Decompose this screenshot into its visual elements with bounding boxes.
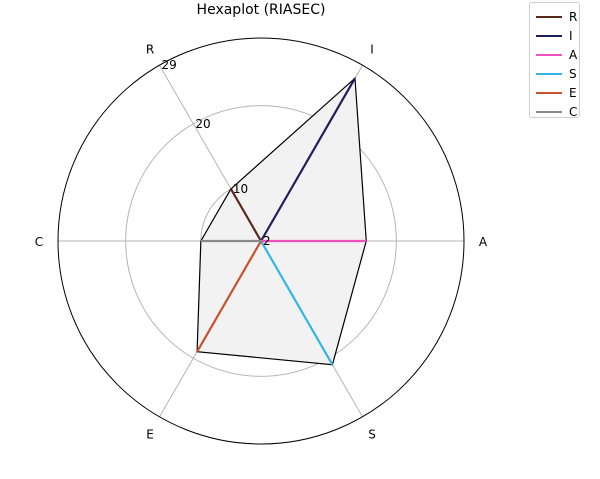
series-line-i — [260, 77, 356, 242]
legend-item-r: R — [536, 7, 579, 26]
radial-tick-label: 10 — [233, 182, 248, 196]
legend-label: S — [569, 66, 577, 81]
axis-label-s: S — [368, 427, 376, 441]
radial-tick-label: 29 — [162, 58, 177, 72]
series-line-e — [196, 240, 262, 353]
legend-item-e: E — [536, 83, 579, 102]
legend-item-i: I — [536, 26, 579, 45]
series-line-s — [260, 240, 334, 366]
legend-label: R — [569, 9, 578, 24]
legend-swatch — [536, 34, 562, 37]
legend-label: E — [569, 85, 577, 100]
series-line-r — [229, 188, 262, 242]
axis-label-e: E — [146, 427, 154, 441]
grid-ring — [125, 105, 397, 377]
radial-tick-label: 20 — [195, 117, 210, 131]
legend-swatch — [536, 53, 562, 56]
legend-item-c: C — [536, 102, 579, 121]
axis-label-r: R — [146, 43, 154, 57]
axis-label-i: I — [370, 43, 374, 57]
axis-label-a: A — [479, 235, 488, 249]
legend-item-s: S — [536, 64, 579, 83]
axis-label-c: C — [35, 235, 43, 249]
legend-label: C — [569, 104, 578, 119]
legend-swatch — [536, 72, 562, 75]
legend-label: A — [569, 47, 578, 62]
chart-title: Hexaplot (RIASEC) — [197, 2, 326, 18]
legend-item-a: A — [536, 45, 579, 64]
legend-swatch — [536, 110, 562, 113]
legend-swatch — [536, 15, 562, 18]
legend-label: I — [569, 28, 573, 43]
profile-polygon — [196, 76, 367, 366]
legend-swatch — [536, 91, 562, 94]
outer-ring — [57, 37, 465, 445]
radial-tick-label: 2 — [263, 234, 271, 248]
